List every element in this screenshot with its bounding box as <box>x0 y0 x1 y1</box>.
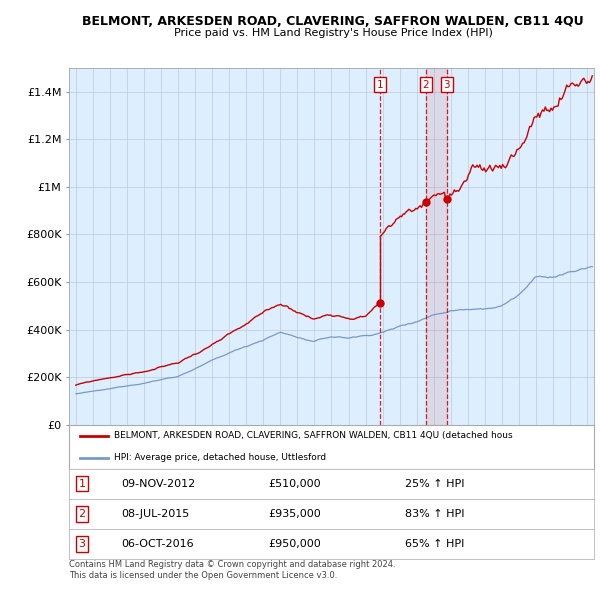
Text: 65% ↑ HPI: 65% ↑ HPI <box>405 539 464 549</box>
Text: 1: 1 <box>79 478 86 489</box>
Text: £950,000: £950,000 <box>269 539 321 549</box>
Text: 83% ↑ HPI: 83% ↑ HPI <box>405 509 464 519</box>
Text: £935,000: £935,000 <box>269 509 321 519</box>
Text: 09-NOV-2012: 09-NOV-2012 <box>121 478 196 489</box>
Text: BELMONT, ARKESDEN ROAD, CLAVERING, SAFFRON WALDEN, CB11 4QU: BELMONT, ARKESDEN ROAD, CLAVERING, SAFFR… <box>82 15 584 28</box>
Text: 2: 2 <box>79 509 86 519</box>
Bar <box>425 68 447 425</box>
Text: Price paid vs. HM Land Registry's House Price Index (HPI): Price paid vs. HM Land Registry's House … <box>173 28 493 38</box>
Text: 06-OCT-2016: 06-OCT-2016 <box>121 539 194 549</box>
Text: 3: 3 <box>79 539 86 549</box>
Text: 08-JUL-2015: 08-JUL-2015 <box>121 509 190 519</box>
Text: 2: 2 <box>422 80 429 90</box>
Text: 1: 1 <box>377 80 383 90</box>
Text: HPI: Average price, detached house, Uttlesford: HPI: Average price, detached house, Uttl… <box>113 453 326 462</box>
Text: This data is licensed under the Open Government Licence v3.0.: This data is licensed under the Open Gov… <box>69 571 337 581</box>
Text: Contains HM Land Registry data © Crown copyright and database right 2024.: Contains HM Land Registry data © Crown c… <box>69 560 395 569</box>
Text: 3: 3 <box>443 80 450 90</box>
Text: 25% ↑ HPI: 25% ↑ HPI <box>405 478 464 489</box>
Text: £510,000: £510,000 <box>269 478 321 489</box>
Text: BELMONT, ARKESDEN ROAD, CLAVERING, SAFFRON WALDEN, CB11 4QU (detached hous: BELMONT, ARKESDEN ROAD, CLAVERING, SAFFR… <box>113 431 512 440</box>
